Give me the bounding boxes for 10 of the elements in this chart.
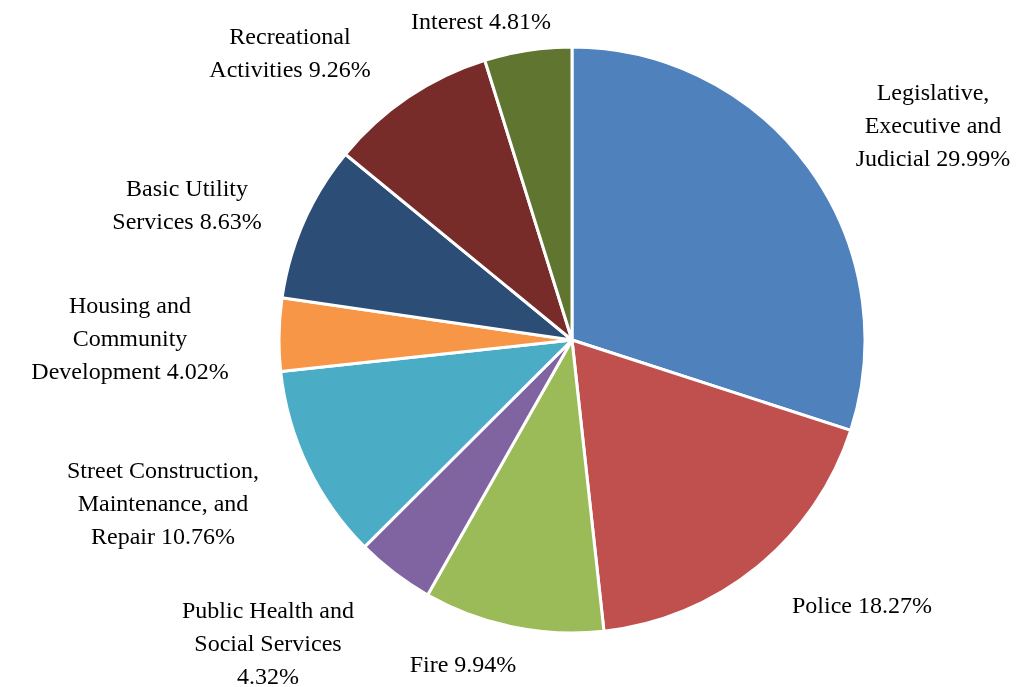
slice-label: Fire 9.94% — [409, 651, 517, 677]
slice-label: Housing and Community Development 4.02% — [31, 292, 229, 384]
data-label: 4.32% — [237, 663, 299, 687]
slice-label: Public Health and Social Services — [182, 597, 354, 656]
slice-label: Interest 4.81% — [411, 8, 551, 34]
slice-label: Legislative, Executive and Judicial 29.99% — [855, 79, 1011, 171]
slice-label: Police 18.27% — [792, 592, 932, 618]
slice-label: Basic Utility Services 8.63% — [112, 175, 262, 234]
slice-label: Recreational Activities 9.26% — [209, 23, 371, 82]
slice-label: Street Construction, Maintenance, and Repair 10.76% — [67, 457, 259, 549]
